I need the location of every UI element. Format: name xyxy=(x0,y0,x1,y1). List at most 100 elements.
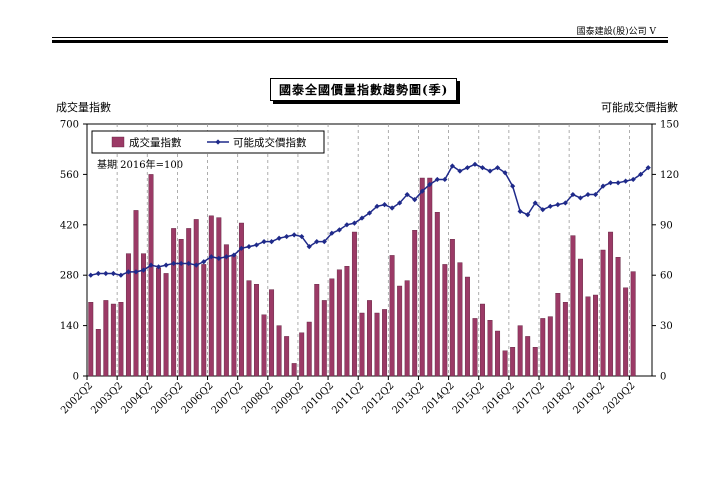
price-point xyxy=(306,244,312,250)
volume-bar xyxy=(299,332,305,377)
volume-bar xyxy=(314,284,320,377)
volume-bar xyxy=(525,336,531,377)
price-point xyxy=(630,176,636,183)
volume-bar xyxy=(118,302,124,377)
right-axis-tick-label: 90 xyxy=(660,220,673,231)
volume-bar xyxy=(193,219,199,377)
x-axis-tick-label: 2011Q2 xyxy=(330,380,366,416)
volume-bar xyxy=(517,325,523,377)
volume-bar xyxy=(133,210,139,377)
volume-bar xyxy=(178,238,184,377)
price-point xyxy=(585,191,591,198)
price-point xyxy=(231,252,237,258)
price-point xyxy=(125,269,132,275)
price-point xyxy=(110,270,116,277)
volume-bar xyxy=(110,303,116,377)
volume-bar xyxy=(141,253,146,377)
price-point xyxy=(261,239,267,245)
price-point xyxy=(645,165,651,171)
volume-bar xyxy=(608,231,614,377)
price-point xyxy=(178,260,184,267)
volume-bar xyxy=(359,312,365,377)
x-axis-tick-label: 2008Q2 xyxy=(240,380,276,416)
volume-bar xyxy=(223,244,229,377)
volume-bar xyxy=(449,238,455,377)
volume-bar xyxy=(434,211,440,377)
volume-bar xyxy=(238,222,244,377)
price-point xyxy=(208,254,214,260)
x-axis-tick-label: 2007Q2 xyxy=(210,380,246,416)
volume-bar xyxy=(216,217,222,377)
volume-bar xyxy=(419,177,425,377)
volume-bar xyxy=(480,303,485,377)
volume-bar xyxy=(163,273,169,377)
price-point xyxy=(238,245,245,251)
left-axis-tick-label: 280 xyxy=(60,271,79,282)
price-point xyxy=(216,255,222,261)
price-point xyxy=(276,235,282,241)
left-axis-tick-label: 560 xyxy=(60,170,79,181)
price-point xyxy=(253,242,260,248)
volume-bar xyxy=(555,293,561,377)
volume-bar xyxy=(95,329,101,377)
price-point xyxy=(472,161,478,167)
volume-bar xyxy=(208,215,214,377)
volume-bar xyxy=(254,284,259,377)
volume-bar xyxy=(186,228,192,377)
volume-bar xyxy=(472,318,478,377)
x-axis-tick-label: 2003Q2 xyxy=(89,380,125,416)
price-point xyxy=(171,260,177,267)
price-point xyxy=(381,202,388,208)
price-point xyxy=(434,176,440,183)
volume-bar xyxy=(336,269,342,377)
price-point xyxy=(329,230,335,236)
price-point xyxy=(291,232,297,238)
price-point xyxy=(336,227,342,233)
left-axis-tick-label: 0 xyxy=(73,372,79,383)
volume-bar xyxy=(585,296,591,377)
volume-bar xyxy=(464,276,470,377)
right-axis-tick-label: 120 xyxy=(660,170,679,181)
volume-bar xyxy=(397,285,403,377)
price-point xyxy=(479,165,486,171)
volume-bar xyxy=(367,300,372,377)
x-axis-tick-label: 2002Q2 xyxy=(59,380,95,416)
price-point xyxy=(638,171,644,177)
price-point xyxy=(140,267,147,273)
price-point xyxy=(592,191,599,198)
price-point xyxy=(389,205,395,211)
volume-bar xyxy=(291,363,297,377)
price-point xyxy=(299,233,305,240)
price-point xyxy=(344,222,350,228)
volume-bar xyxy=(427,177,433,377)
right-axis-tick-label: 60 xyxy=(660,271,673,282)
price-point xyxy=(547,203,553,209)
volume-bar xyxy=(351,231,357,377)
volume-bar xyxy=(329,278,335,377)
header-rule-thick xyxy=(52,40,668,43)
price-point xyxy=(223,254,229,260)
price-point xyxy=(321,239,327,245)
x-axis-tick-label: 2004Q2 xyxy=(119,380,155,416)
x-axis-tick-label: 2018Q2 xyxy=(541,380,577,416)
price-point xyxy=(95,270,101,277)
volume-bar xyxy=(510,347,516,377)
price-point xyxy=(404,191,410,198)
x-axis-tick-label: 2009Q2 xyxy=(270,380,306,416)
price-point xyxy=(284,233,290,240)
left-axis-tick-label: 420 xyxy=(60,220,79,231)
volume-bar xyxy=(389,255,395,377)
price-point xyxy=(314,239,320,245)
price-point xyxy=(600,183,606,189)
x-axis-tick-label: 2013Q2 xyxy=(391,380,427,416)
volume-bar xyxy=(502,350,508,377)
volume-bar xyxy=(615,257,621,377)
base-period-annotation: 基期 2016年=100 xyxy=(97,158,183,171)
volume-bar xyxy=(246,280,252,377)
volume-bar xyxy=(269,289,275,377)
x-axis-tick-label: 2012Q2 xyxy=(360,380,396,416)
x-axis-tick-label: 2014Q2 xyxy=(421,380,457,416)
volume-bar xyxy=(148,174,154,377)
volume-bar xyxy=(630,271,636,377)
volume-bar xyxy=(495,330,501,377)
